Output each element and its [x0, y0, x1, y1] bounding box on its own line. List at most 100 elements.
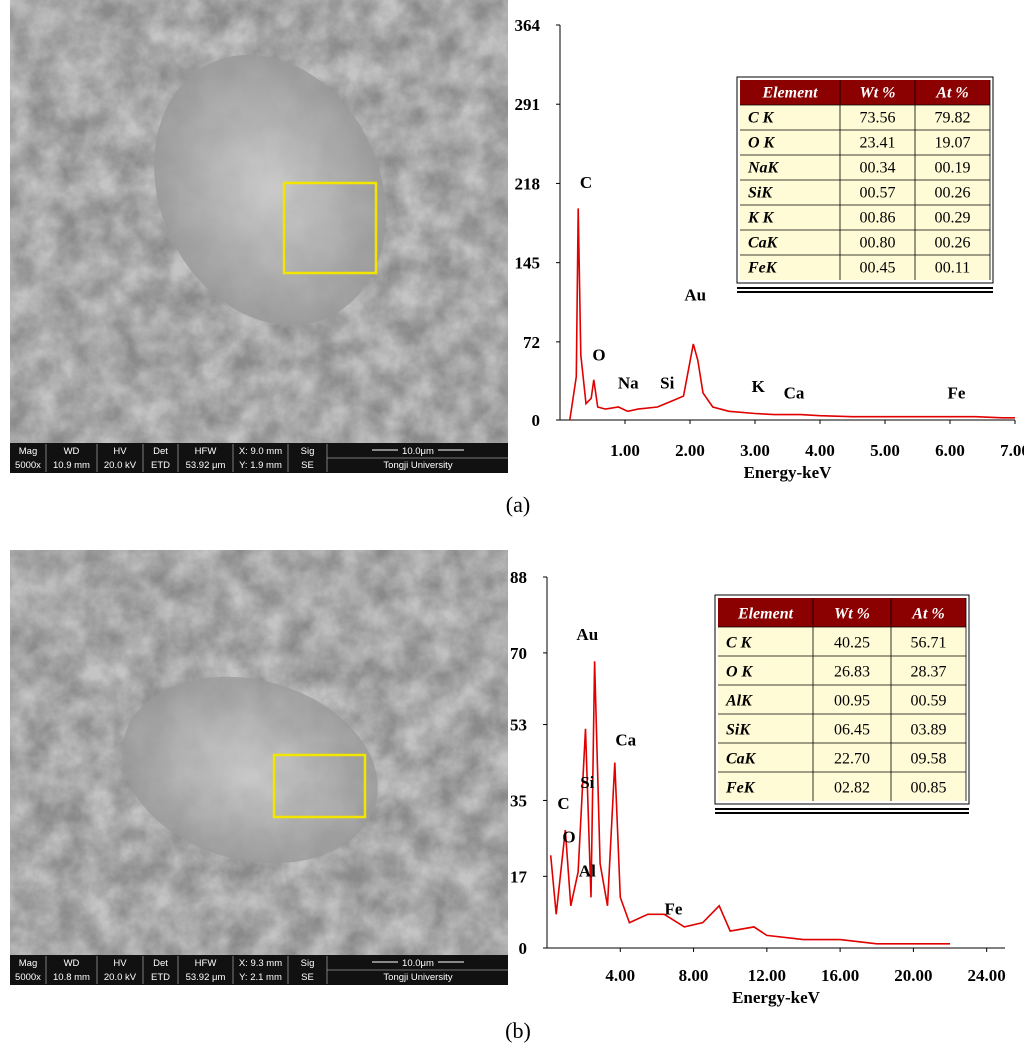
element-table: Element C K O K AlK SiK CaK FeK Wt % 40.25 26.83 0… [714, 594, 970, 814]
scale-label: 10.0μm [402, 958, 434, 969]
y-tick-label: 291 [515, 95, 541, 114]
info-value: 5000x [15, 460, 41, 471]
element-name: AlK [725, 692, 753, 709]
info-value: 10.8 mm [53, 972, 90, 983]
y-tick-label: 88 [510, 568, 527, 587]
peak-label: Si [580, 773, 594, 792]
y-tick-label: 218 [515, 174, 541, 193]
element-table: Element C K O K NaK SiK K K CaK FeK Wt % 73.56 23.… [736, 76, 994, 293]
table-header: Element [737, 605, 794, 622]
scale-bg [398, 444, 438, 456]
panel-caption: (b) [505, 1018, 531, 1043]
info-bar: Mag 5000x WD 10.9 mm HV 20.0 kV Det ETD HFW 53.92… [10, 443, 508, 473]
y-tick-label: 145 [515, 254, 541, 273]
info-value: Y: 2.1 mm [239, 972, 282, 983]
sem-image-a [10, 0, 508, 443]
info-label: Det [153, 446, 168, 457]
x-tick-label: 2.00 [675, 441, 705, 460]
info-label: Sig [301, 446, 315, 457]
info-value: 20.0 kV [104, 972, 137, 983]
scale-bg [398, 956, 438, 968]
table-cell: 00.34 [860, 160, 896, 177]
info-label: X: 9.0 mm [239, 446, 282, 457]
table-cell: 00.26 [935, 235, 971, 252]
element-name: O K [748, 135, 776, 152]
peak-label: Al [579, 861, 596, 880]
info-label: HFW [195, 446, 217, 457]
peak-label: C [557, 794, 569, 813]
spectrum-line [569, 208, 1015, 421]
table-cell: 00.85 [911, 779, 947, 796]
y-tick-label: 0 [519, 939, 528, 958]
table-header: Element [761, 85, 818, 102]
element-name: SiK [726, 721, 751, 738]
info-label: Mag [19, 958, 37, 969]
info-value: SE [301, 460, 314, 471]
table-cell: 00.11 [935, 260, 970, 277]
info-value: 10.9 mm [53, 460, 90, 471]
peak-label: Si [660, 374, 674, 393]
element-name: K K [747, 210, 775, 227]
peak-label: C [580, 173, 592, 192]
x-tick-label: 5.00 [870, 441, 900, 460]
table-cell: 26.83 [834, 663, 870, 680]
element-name: C K [748, 110, 775, 127]
table-cell: 22.70 [834, 750, 870, 767]
table-cell: 00.59 [911, 692, 947, 709]
table-cell: 40.25 [834, 634, 870, 651]
x-axis-title: Energy-keV [744, 463, 833, 482]
y-tick-label: 72 [523, 333, 540, 352]
info-value: SE [301, 972, 314, 983]
spectrum-line [549, 661, 950, 945]
y-tick-label: 70 [510, 644, 527, 663]
x-axis-title: Energy-keV [732, 988, 821, 1007]
table-header: At % [911, 605, 944, 622]
spectrum-chart: 0 72 145 218 291 364 1.00 2.00 3.00 4.00 5.00 6.00 7… [506, 16, 1024, 517]
table-cell: 56.71 [911, 634, 947, 651]
x-tick-label: 20.00 [894, 966, 932, 985]
selection-box [282, 181, 378, 275]
info-value: Y: 1.9 mm [239, 460, 282, 471]
peak-label: O [592, 345, 605, 364]
institution: Tongji University [383, 972, 452, 983]
info-bar: Mag 5000x WD 10.8 mm HV 20.0 kV Det ETD HFW 53.92… [10, 955, 508, 985]
y-tick-label: 364 [515, 16, 541, 35]
peak-label: Na [618, 374, 639, 393]
info-label: WD [64, 958, 80, 969]
table-header: Wt % [860, 85, 896, 102]
selection-box [272, 753, 367, 819]
info-label: HFW [195, 958, 217, 969]
peak-label: K [752, 377, 766, 396]
x-tick-label: 8.00 [679, 966, 709, 985]
element-name: SiK [748, 185, 773, 202]
table-cell: 06.45 [834, 721, 870, 738]
table-cell: 03.89 [911, 721, 947, 738]
spectrum-chart: 0 17 35 53 70 88 4.00 8.00 12.00 16.00 20.00 24.00 E… [505, 568, 1006, 1043]
x-tick-label: 7.00 [1000, 441, 1024, 460]
table-cell: 00.29 [935, 210, 971, 227]
table-cell: 73.56 [860, 110, 896, 127]
y-tick-label: 17 [510, 867, 528, 886]
x-tick-label: 3.00 [740, 441, 770, 460]
peak-label: Fe [948, 383, 966, 402]
element-name: O K [726, 663, 754, 680]
table-cell: 00.95 [834, 692, 870, 709]
table-header-bg [740, 80, 990, 105]
y-tick-label: 0 [532, 411, 541, 430]
scale-label: 10.0μm [402, 446, 434, 457]
element-name: CaK [748, 235, 779, 252]
x-tick-label: 24.00 [968, 966, 1006, 985]
y-tick-label: 35 [510, 791, 527, 810]
peak-label: Fe [664, 899, 682, 918]
table-cell: 00.86 [860, 210, 896, 227]
table-body-bg [740, 105, 990, 280]
table-cell: 28.37 [911, 663, 947, 680]
panel-caption: (a) [506, 492, 530, 517]
element-name: C K [726, 634, 753, 651]
x-tick-label: 16.00 [821, 966, 859, 985]
info-label: X: 9.3 mm [239, 958, 282, 969]
peak-label: Ca [784, 383, 805, 402]
table-cell: 00.19 [935, 160, 971, 177]
info-value: 53.92 μm [186, 460, 226, 471]
